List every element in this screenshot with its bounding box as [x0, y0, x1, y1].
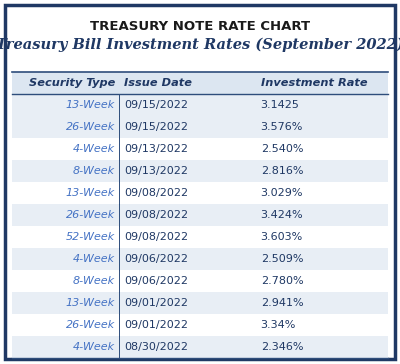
Text: 26-Week: 26-Week	[66, 210, 115, 220]
Text: 3.029%: 3.029%	[261, 188, 303, 198]
Text: 52-Week: 52-Week	[66, 232, 115, 242]
Text: 2.941%: 2.941%	[261, 298, 303, 308]
Text: 09/01/2022: 09/01/2022	[124, 320, 188, 330]
Text: Treasury Bill Investment Rates (September 2022): Treasury Bill Investment Rates (Septembe…	[0, 38, 400, 52]
Bar	[12, 72, 388, 94]
Text: 09/15/2022: 09/15/2022	[124, 100, 188, 110]
Text: 4-Week: 4-Week	[73, 342, 115, 352]
Bar	[12, 336, 388, 358]
Bar	[12, 248, 388, 270]
Text: Investment Rate: Investment Rate	[261, 78, 367, 88]
Text: 3.603%: 3.603%	[261, 232, 303, 242]
Text: 09/13/2022: 09/13/2022	[124, 144, 188, 154]
Text: 3.34%: 3.34%	[261, 320, 296, 330]
Text: 13-Week: 13-Week	[66, 188, 115, 198]
Text: 09/01/2022: 09/01/2022	[124, 298, 188, 308]
Text: TREASURY NOTE RATE CHART: TREASURY NOTE RATE CHART	[90, 20, 310, 33]
Text: Security Type: Security Type	[29, 78, 115, 88]
Text: 09/13/2022: 09/13/2022	[124, 166, 188, 176]
Text: 09/08/2022: 09/08/2022	[124, 210, 188, 220]
Text: Issue Date: Issue Date	[124, 78, 192, 88]
Text: 3.1425: 3.1425	[261, 100, 300, 110]
Text: 09/08/2022: 09/08/2022	[124, 232, 188, 242]
Bar	[12, 116, 388, 138]
Text: 09/06/2022: 09/06/2022	[124, 254, 188, 264]
Bar	[12, 94, 388, 116]
Text: 2.816%: 2.816%	[261, 166, 303, 176]
Text: 4-Week: 4-Week	[73, 254, 115, 264]
Text: 2.509%: 2.509%	[261, 254, 303, 264]
Text: 08/30/2022: 08/30/2022	[124, 342, 188, 352]
Text: 09/15/2022: 09/15/2022	[124, 122, 188, 132]
Text: 8-Week: 8-Week	[73, 166, 115, 176]
Bar	[12, 292, 388, 314]
Bar	[12, 204, 388, 226]
Bar	[12, 160, 388, 182]
Text: 13-Week: 13-Week	[66, 100, 115, 110]
Text: 2.780%: 2.780%	[261, 276, 303, 286]
Text: 2.540%: 2.540%	[261, 144, 303, 154]
Text: 3.424%: 3.424%	[261, 210, 303, 220]
Text: 4-Week: 4-Week	[73, 144, 115, 154]
Text: 13-Week: 13-Week	[66, 298, 115, 308]
Text: 26-Week: 26-Week	[66, 122, 115, 132]
Text: 3.576%: 3.576%	[261, 122, 303, 132]
Text: 8-Week: 8-Week	[73, 276, 115, 286]
Text: 09/06/2022: 09/06/2022	[124, 276, 188, 286]
Text: 2.346%: 2.346%	[261, 342, 303, 352]
Text: 09/08/2022: 09/08/2022	[124, 188, 188, 198]
Text: 26-Week: 26-Week	[66, 320, 115, 330]
